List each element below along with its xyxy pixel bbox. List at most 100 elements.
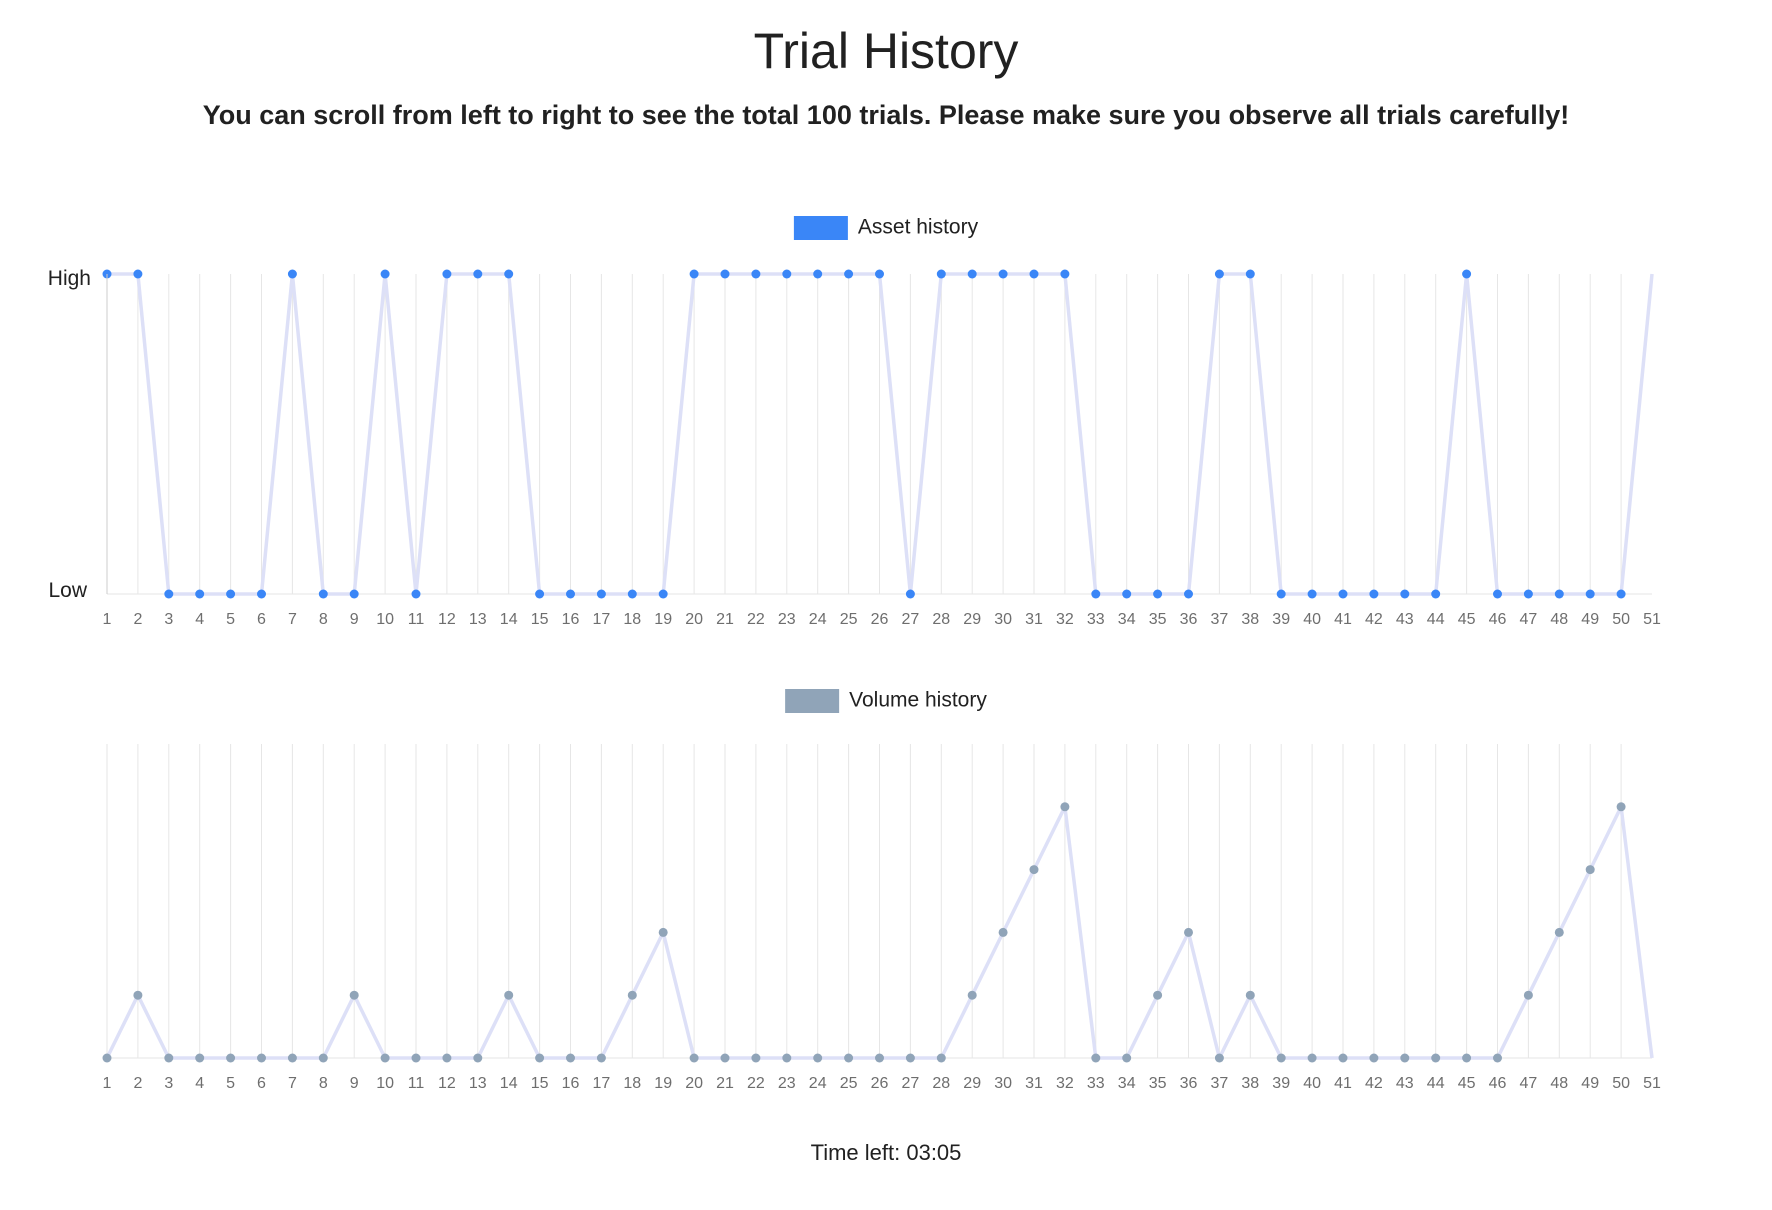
- volume-point[interactable]: [813, 1053, 823, 1063]
- asset-point[interactable]: [936, 269, 946, 279]
- asset-point[interactable]: [195, 589, 205, 599]
- volume-point[interactable]: [1616, 802, 1626, 812]
- volume-point[interactable]: [1184, 927, 1193, 937]
- volume-point[interactable]: [936, 1053, 946, 1063]
- asset-point[interactable]: [349, 589, 359, 599]
- asset-point[interactable]: [1276, 589, 1286, 599]
- asset-point[interactable]: [596, 589, 606, 599]
- asset-point[interactable]: [813, 269, 823, 279]
- asset-point[interactable]: [998, 269, 1008, 279]
- volume-point[interactable]: [1214, 1053, 1224, 1063]
- volume-point[interactable]: [1029, 865, 1039, 875]
- volume-chart-scroll-area[interactable]: Volume history 1 2 3 4 5 6 7 8 9 10 11 12 13 14 15 16 17 1…: [0, 670, 1680, 1100]
- volume-point[interactable]: [1493, 1053, 1502, 1063]
- volume-point[interactable]: [1462, 1053, 1472, 1063]
- asset-point[interactable]: [658, 589, 668, 599]
- asset-point[interactable]: [535, 589, 545, 599]
- asset-point[interactable]: [1153, 589, 1163, 599]
- volume-legend[interactable]: Volume history: [785, 689, 987, 713]
- asset-chart-scroll-area[interactable]: Asset history 1 2 3 4 5 6 7 8 9 10 11 12 13 14 15 16 17 18…: [0, 200, 1680, 630]
- volume-point[interactable]: [102, 1053, 112, 1063]
- asset-point[interactable]: [164, 589, 174, 599]
- volume-point[interactable]: [349, 990, 359, 1000]
- volume-point[interactable]: [1585, 865, 1595, 875]
- volume-point[interactable]: [1523, 990, 1533, 1000]
- volume-point[interactable]: [1153, 990, 1163, 1000]
- volume-point[interactable]: [844, 1053, 854, 1063]
- volume-point[interactable]: [1554, 927, 1564, 937]
- asset-point[interactable]: [1523, 589, 1533, 599]
- asset-point[interactable]: [1338, 589, 1348, 599]
- asset-point[interactable]: [751, 269, 761, 279]
- volume-point[interactable]: [782, 1053, 792, 1063]
- asset-point[interactable]: [133, 269, 143, 279]
- asset-point[interactable]: [1245, 269, 1255, 279]
- volume-point[interactable]: [1369, 1053, 1379, 1063]
- volume-point[interactable]: [1060, 802, 1070, 812]
- asset-point[interactable]: [844, 269, 854, 279]
- asset-point[interactable]: [1493, 589, 1502, 599]
- asset-point[interactable]: [504, 269, 514, 279]
- volume-point[interactable]: [318, 1053, 328, 1063]
- volume-point[interactable]: [998, 927, 1008, 937]
- asset-point[interactable]: [720, 269, 730, 279]
- volume-point[interactable]: [720, 1053, 730, 1063]
- volume-point[interactable]: [905, 1053, 915, 1063]
- volume-point[interactable]: [164, 1053, 174, 1063]
- asset-point[interactable]: [967, 269, 977, 279]
- asset-point[interactable]: [257, 589, 266, 599]
- asset-point[interactable]: [1554, 589, 1564, 599]
- asset-point[interactable]: [442, 269, 452, 279]
- volume-point[interactable]: [226, 1053, 236, 1063]
- asset-point[interactable]: [905, 589, 915, 599]
- volume-point[interactable]: [967, 990, 977, 1000]
- volume-point[interactable]: [751, 1053, 761, 1063]
- volume-point[interactable]: [1338, 1053, 1348, 1063]
- asset-point[interactable]: [566, 589, 575, 599]
- volume-point[interactable]: [473, 1053, 483, 1063]
- volume-point[interactable]: [1276, 1053, 1286, 1063]
- asset-point[interactable]: [1060, 269, 1070, 279]
- asset-point[interactable]: [782, 269, 792, 279]
- asset-point[interactable]: [1091, 589, 1101, 599]
- volume-point[interactable]: [689, 1053, 699, 1063]
- asset-legend[interactable]: Asset history: [793, 216, 979, 240]
- volume-point[interactable]: [658, 927, 668, 937]
- volume-point[interactable]: [380, 1053, 390, 1063]
- asset-point[interactable]: [627, 589, 637, 599]
- volume-point[interactable]: [442, 1053, 452, 1063]
- asset-point[interactable]: [380, 269, 390, 279]
- asset-point[interactable]: [1214, 269, 1224, 279]
- volume-point[interactable]: [1122, 1053, 1132, 1063]
- volume-point[interactable]: [287, 1053, 297, 1063]
- asset-point[interactable]: [1029, 269, 1039, 279]
- asset-point[interactable]: [689, 269, 699, 279]
- volume-point[interactable]: [195, 1053, 205, 1063]
- volume-point[interactable]: [1307, 1053, 1317, 1063]
- asset-point[interactable]: [1184, 589, 1193, 599]
- asset-point[interactable]: [1431, 589, 1441, 599]
- asset-point[interactable]: [1462, 269, 1472, 279]
- volume-point[interactable]: [596, 1053, 606, 1063]
- asset-point[interactable]: [318, 589, 328, 599]
- volume-point[interactable]: [875, 1053, 884, 1063]
- asset-point[interactable]: [411, 589, 421, 599]
- volume-point[interactable]: [1431, 1053, 1441, 1063]
- volume-point[interactable]: [504, 990, 514, 1000]
- asset-point[interactable]: [1616, 589, 1626, 599]
- volume-point[interactable]: [1245, 990, 1255, 1000]
- volume-point[interactable]: [1091, 1053, 1101, 1063]
- asset-point[interactable]: [1369, 589, 1379, 599]
- asset-point[interactable]: [1400, 589, 1410, 599]
- asset-point[interactable]: [473, 269, 483, 279]
- volume-point[interactable]: [1400, 1053, 1410, 1063]
- volume-point[interactable]: [257, 1053, 266, 1063]
- volume-point[interactable]: [535, 1053, 545, 1063]
- asset-point[interactable]: [875, 269, 884, 279]
- volume-point[interactable]: [627, 990, 637, 1000]
- volume-point[interactable]: [133, 990, 143, 1000]
- asset-point[interactable]: [1122, 589, 1132, 599]
- asset-point[interactable]: [1307, 589, 1317, 599]
- asset-point[interactable]: [287, 269, 297, 279]
- asset-point[interactable]: [1585, 589, 1595, 599]
